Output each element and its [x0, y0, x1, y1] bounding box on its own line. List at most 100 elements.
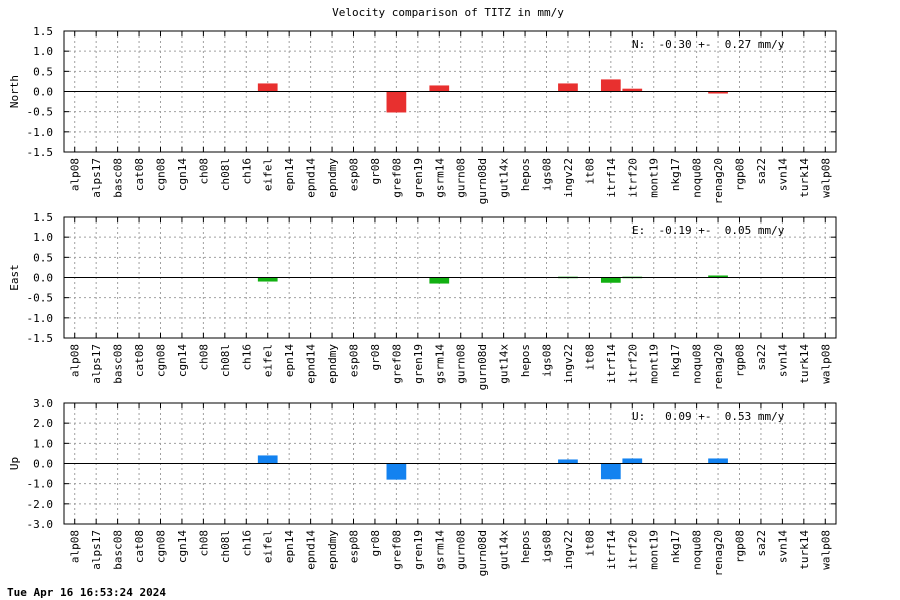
x-tick-label: itrf20 — [626, 344, 639, 384]
x-tick-label: gut14x — [498, 158, 511, 198]
x-tick-label: cgn08 — [155, 158, 168, 191]
x-tick-label: gren19 — [412, 530, 425, 570]
x-tick-label: gren19 — [412, 344, 425, 384]
y-tick-label: -1.5 — [27, 332, 54, 345]
x-tick-label: gref08 — [390, 158, 403, 198]
stats-annotation: U: 0.09 +- 0.53 mm/y — [632, 410, 785, 423]
x-tick-label: igs08 — [541, 530, 554, 563]
x-tick-label: epndmy — [326, 344, 339, 384]
bar-gsrm14 — [429, 277, 450, 284]
x-tick-label: walp08 — [819, 530, 832, 570]
x-tick-label: cgn08 — [155, 530, 168, 563]
x-tick-label: epndmy — [326, 530, 339, 570]
x-tick-label: gut14x — [498, 530, 511, 570]
bar-renag20 — [708, 91, 728, 94]
x-tick-label: basc08 — [112, 530, 125, 570]
x-tick-label: noqu08 — [691, 530, 704, 570]
x-tick-label: mont19 — [648, 344, 661, 384]
x-tick-label: cgn14 — [176, 530, 189, 563]
x-tick-label: cgn14 — [176, 344, 189, 377]
x-tick-label: gref08 — [390, 530, 403, 570]
x-tick-label: it08 — [583, 344, 596, 371]
generation-timestamp: Tue Apr 16 16:53:24 2024 — [7, 586, 166, 599]
x-tick-label: gsrm14 — [433, 530, 446, 570]
x-tick-label: nkg17 — [669, 530, 682, 563]
bar-itrf20 — [622, 88, 643, 92]
y-tick-label: 0.5 — [33, 251, 53, 264]
x-tick-label: walp08 — [819, 344, 832, 384]
x-tick-label: itrf14 — [605, 344, 618, 384]
bar-eifel — [257, 83, 278, 92]
plot-frame — [63, 402, 837, 525]
y-tick-label: 3.0 — [33, 397, 53, 410]
y-tick-label: 0.5 — [33, 65, 53, 78]
x-tick-label: it08 — [583, 158, 596, 185]
y-tick-label: 1.0 — [33, 437, 53, 450]
x-tick-label: alp08 — [69, 530, 82, 563]
x-tick-label: gr08 — [369, 344, 382, 371]
bar-gref08 — [386, 91, 407, 113]
bar-gref08 — [386, 463, 407, 480]
x-tick-label: turk14 — [798, 530, 811, 570]
x-tick-label: rgp08 — [734, 158, 747, 191]
x-tick-label: ch08l — [219, 158, 232, 191]
y-tick-label: -0.5 — [27, 106, 54, 119]
x-tick-label: gsrm14 — [433, 158, 446, 198]
x-tick-label: ch08 — [197, 530, 210, 557]
y-tick-label: -2.0 — [27, 498, 54, 511]
x-tick-label: igs08 — [541, 158, 554, 191]
x-tick-label: epn14 — [283, 344, 296, 377]
x-tick-label: renag20 — [712, 158, 725, 204]
x-tick-label: epn14 — [283, 530, 296, 563]
x-tick-label: gren19 — [412, 158, 425, 198]
x-tick-label: cat08 — [133, 158, 146, 191]
x-tick-label: gr08 — [369, 530, 382, 557]
y-tick-label: 1.5 — [33, 25, 53, 38]
bar-gsrm14 — [429, 85, 450, 92]
x-tick-label: cat08 — [133, 344, 146, 377]
x-tick-label: cat08 — [133, 530, 146, 563]
y-tick-label: 1.5 — [33, 211, 53, 224]
x-tick-label: eifel — [262, 530, 275, 563]
x-tick-label: renag20 — [712, 530, 725, 576]
x-tick-label: alps17 — [90, 158, 103, 198]
y-tick-label: 1.0 — [33, 45, 53, 58]
bar-itrf14 — [600, 463, 621, 480]
x-tick-label: esp08 — [348, 158, 361, 191]
x-tick-label: turk14 — [798, 158, 811, 198]
x-tick-label: epnd14 — [305, 158, 318, 198]
x-tick-label: itrf14 — [605, 530, 618, 570]
panel-up: 3.0 2.0 1.0 0.0 -1.0 -2.0 -3.0 alp08 alps17 basc0… — [8, 397, 837, 576]
x-tick-label: alp08 — [69, 344, 82, 377]
x-tick-label: gurn08 — [455, 530, 468, 570]
x-tick-label: rgp08 — [734, 530, 747, 563]
x-tick-label: it08 — [583, 530, 596, 557]
bar-eifel — [257, 277, 278, 282]
x-tick-label: gurn08d — [476, 344, 489, 390]
bar-eifel — [257, 455, 278, 464]
x-tick-label: ch08l — [219, 344, 232, 377]
x-tick-label: walp08 — [819, 158, 832, 198]
bar-ingv22 — [558, 459, 578, 464]
x-tick-label: gsrm14 — [433, 344, 446, 384]
x-tick-label: ingv22 — [562, 530, 575, 570]
x-tick-label: noqu08 — [691, 158, 704, 198]
x-tick-label: ch08 — [197, 158, 210, 185]
y-tick-label: -1.0 — [27, 312, 54, 325]
y-tick-label: 0.0 — [33, 86, 53, 99]
x-tick-label: basc08 — [112, 344, 125, 384]
x-tick-label: hepos — [519, 344, 532, 377]
bar-renag20 — [708, 275, 728, 278]
x-tick-label: ch16 — [240, 158, 253, 185]
x-tick-label: sa22 — [755, 530, 768, 557]
y-tick-label: 2.0 — [33, 417, 53, 430]
x-tick-label: igs08 — [541, 344, 554, 377]
x-tick-label: gurn08d — [476, 530, 489, 576]
chart-title: Velocity comparison of TITZ in mm/y — [332, 6, 564, 19]
x-tick-label: gurn08d — [476, 158, 489, 204]
y-axis-label: Up — [8, 457, 21, 470]
x-tick-label: ch08l — [219, 530, 232, 563]
y-axis-label: East — [8, 264, 21, 291]
x-tick-label: mont19 — [648, 158, 661, 198]
